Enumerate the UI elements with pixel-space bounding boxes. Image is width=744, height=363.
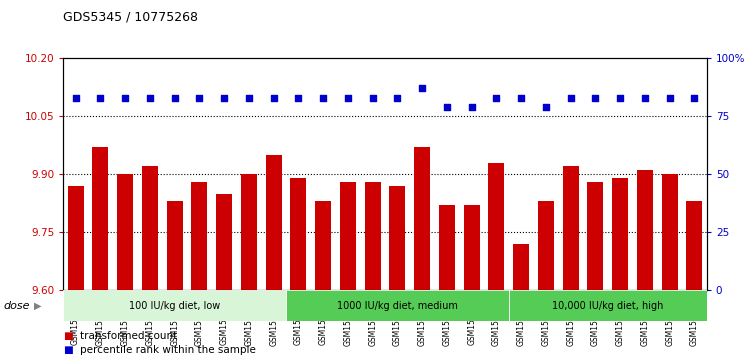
Bar: [509, 58, 533, 290]
Bar: [434, 58, 459, 290]
Point: [639, 95, 651, 101]
Bar: [612, 178, 628, 290]
Text: 100 IU/kg diet, low: 100 IU/kg diet, low: [129, 301, 220, 311]
Point: [466, 104, 478, 110]
Point: [441, 104, 453, 110]
Point: [268, 95, 280, 101]
Bar: [261, 58, 286, 290]
Bar: [439, 205, 455, 290]
Bar: [587, 182, 603, 290]
Point: [243, 95, 255, 101]
Point: [342, 95, 354, 101]
Bar: [488, 163, 504, 290]
Point: [367, 95, 379, 101]
Bar: [117, 174, 133, 290]
Bar: [459, 58, 484, 290]
Bar: [533, 58, 558, 290]
Bar: [162, 58, 187, 290]
Text: ▶: ▶: [34, 301, 42, 311]
Point: [589, 95, 601, 101]
Bar: [385, 58, 410, 290]
Point: [119, 95, 131, 101]
Bar: [187, 58, 212, 290]
Bar: [365, 182, 381, 290]
Bar: [191, 182, 208, 290]
Point: [664, 95, 676, 101]
Bar: [682, 58, 707, 290]
Bar: [340, 182, 356, 290]
Point: [144, 95, 155, 101]
Bar: [216, 193, 232, 290]
Bar: [142, 167, 158, 290]
Text: 1000 IU/kg diet, medium: 1000 IU/kg diet, medium: [337, 301, 458, 311]
Bar: [311, 58, 336, 290]
Bar: [657, 58, 682, 290]
Point: [490, 95, 502, 101]
Text: percentile rank within the sample: percentile rank within the sample: [80, 345, 255, 355]
Bar: [237, 58, 261, 290]
Bar: [138, 58, 162, 290]
Point: [540, 104, 552, 110]
Point: [416, 85, 428, 91]
Bar: [562, 167, 579, 290]
Bar: [637, 170, 653, 290]
Point: [169, 95, 181, 101]
Bar: [266, 155, 282, 290]
Bar: [608, 58, 632, 290]
Bar: [484, 58, 509, 290]
Point: [94, 95, 106, 101]
Point: [688, 95, 700, 101]
Bar: [389, 186, 405, 290]
Text: ■: ■: [63, 345, 73, 355]
Bar: [63, 58, 88, 290]
Point: [317, 95, 329, 101]
Text: GDS5345 / 10775268: GDS5345 / 10775268: [63, 11, 198, 24]
Point: [615, 95, 626, 101]
Bar: [113, 58, 138, 290]
Bar: [661, 174, 678, 290]
Bar: [88, 58, 113, 290]
Bar: [558, 58, 583, 290]
Bar: [687, 201, 702, 290]
Bar: [167, 201, 183, 290]
Bar: [290, 178, 307, 290]
Bar: [212, 58, 237, 290]
Text: 10,000 IU/kg diet, high: 10,000 IU/kg diet, high: [552, 301, 664, 311]
Bar: [414, 147, 430, 290]
Bar: [410, 58, 434, 290]
Bar: [464, 205, 480, 290]
Point: [391, 95, 403, 101]
Text: transformed count: transformed count: [80, 331, 177, 341]
Bar: [538, 201, 554, 290]
Bar: [63, 290, 286, 321]
Bar: [513, 244, 529, 290]
Text: ■: ■: [63, 331, 73, 341]
Bar: [92, 147, 109, 290]
Text: dose: dose: [4, 301, 31, 311]
Bar: [509, 290, 707, 321]
Point: [70, 95, 82, 101]
Point: [218, 95, 230, 101]
Bar: [360, 58, 385, 290]
Bar: [241, 174, 257, 290]
Bar: [68, 186, 83, 290]
Bar: [315, 201, 331, 290]
Bar: [286, 290, 509, 321]
Point: [565, 95, 577, 101]
Point: [292, 95, 304, 101]
Bar: [632, 58, 657, 290]
Bar: [336, 58, 360, 290]
Bar: [286, 58, 311, 290]
Point: [515, 95, 527, 101]
Point: [193, 95, 205, 101]
Bar: [583, 58, 608, 290]
